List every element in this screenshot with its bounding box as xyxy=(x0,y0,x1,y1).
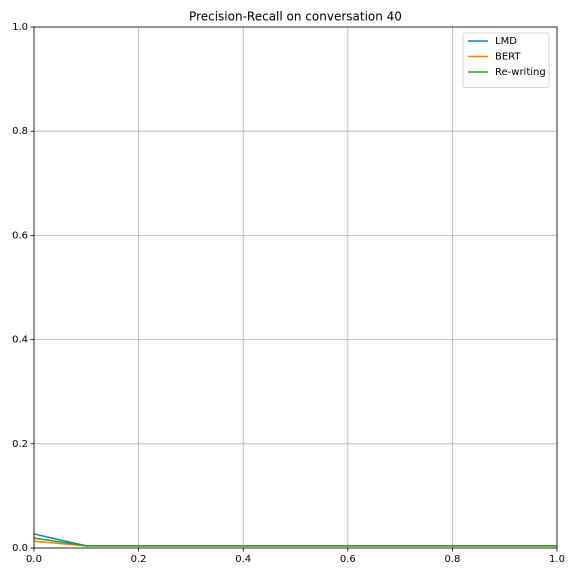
x-tick-label: 1.0 xyxy=(549,554,565,565)
chart-title: Precision-Recall on conversation 40 xyxy=(189,10,402,24)
y-tick-label: 0.4 xyxy=(12,335,28,346)
legend-box xyxy=(462,32,550,88)
x-tick-label: 0.8 xyxy=(444,554,460,565)
legend-label: BERT xyxy=(495,52,521,63)
y-tick-label: 0.6 xyxy=(12,230,28,241)
series-line xyxy=(33,537,557,547)
y-tick-label: 0.0 xyxy=(12,543,28,554)
x-tick-label: 0.0 xyxy=(26,554,42,565)
x-tick-label: 0.2 xyxy=(131,554,147,565)
x-tick-label: 0.4 xyxy=(235,554,251,565)
legend-label: LMD xyxy=(495,36,517,47)
legend-label: Re-writing xyxy=(495,67,546,78)
y-tick-label: 0.8 xyxy=(12,126,28,137)
y-tick-label: 0.2 xyxy=(12,439,28,450)
y-tick-label: 1.0 xyxy=(12,22,28,33)
x-tick-label: 0.6 xyxy=(340,554,356,565)
axes-frame xyxy=(33,26,558,549)
